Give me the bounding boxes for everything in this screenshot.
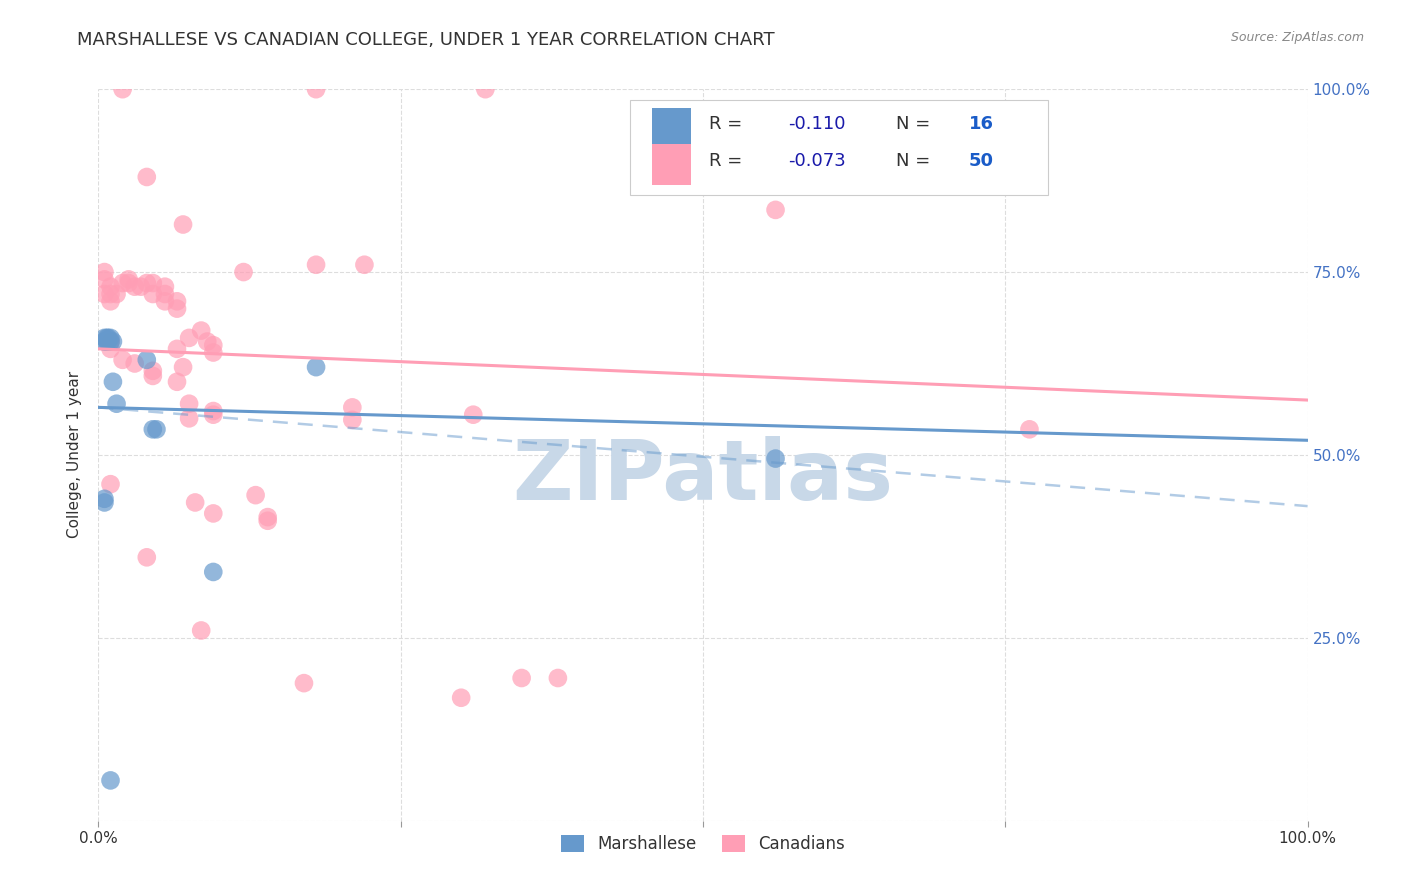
- Point: [172, 360, 194, 375]
- Point: [100, 334, 122, 349]
- Text: 16: 16: [969, 115, 994, 133]
- Point: [97, 331, 120, 345]
- Point: [142, 364, 165, 378]
- Text: ZIPatlas: ZIPatlas: [513, 436, 893, 517]
- Point: [474, 82, 496, 96]
- Text: N =: N =: [897, 115, 936, 133]
- Point: [111, 352, 134, 367]
- Point: [124, 279, 146, 293]
- Point: [142, 276, 165, 290]
- Point: [202, 565, 225, 579]
- Point: [342, 413, 364, 427]
- Point: [100, 773, 122, 788]
- Point: [118, 272, 141, 286]
- Point: [93, 272, 115, 286]
- Point: [450, 690, 472, 705]
- Point: [93, 334, 115, 349]
- Point: [305, 82, 328, 96]
- Point: [100, 334, 122, 349]
- Point: [202, 404, 225, 418]
- Point: [118, 276, 141, 290]
- Point: [93, 491, 115, 506]
- Y-axis label: College, Under 1 year: College, Under 1 year: [67, 371, 83, 539]
- Point: [93, 287, 115, 301]
- Point: [202, 507, 225, 521]
- Point: [142, 368, 165, 383]
- Point: [96, 334, 118, 349]
- Point: [101, 334, 124, 349]
- Point: [135, 550, 157, 565]
- Point: [179, 331, 201, 345]
- Point: [153, 287, 176, 301]
- Point: [202, 338, 225, 352]
- Point: [100, 342, 122, 356]
- Point: [172, 218, 194, 232]
- Point: [142, 422, 165, 436]
- Text: Source: ZipAtlas.com: Source: ZipAtlas.com: [1230, 31, 1364, 45]
- Point: [202, 345, 225, 359]
- Point: [101, 375, 124, 389]
- Point: [153, 279, 176, 293]
- Point: [135, 276, 157, 290]
- Point: [195, 334, 218, 349]
- Point: [232, 265, 254, 279]
- Point: [100, 294, 122, 309]
- FancyBboxPatch shape: [630, 100, 1047, 195]
- Point: [93, 495, 115, 509]
- Point: [765, 451, 787, 466]
- Point: [256, 510, 278, 524]
- Point: [93, 331, 115, 345]
- Point: [100, 279, 122, 293]
- Text: -0.110: -0.110: [787, 115, 845, 133]
- Point: [463, 408, 485, 422]
- Point: [135, 169, 157, 184]
- Point: [166, 375, 188, 389]
- Text: -0.073: -0.073: [787, 152, 845, 169]
- Point: [96, 331, 118, 345]
- Point: [153, 294, 176, 309]
- FancyBboxPatch shape: [652, 145, 690, 185]
- Text: R =: R =: [709, 152, 748, 169]
- Point: [190, 624, 212, 638]
- Point: [100, 477, 122, 491]
- Text: R =: R =: [709, 115, 748, 133]
- Point: [256, 514, 278, 528]
- Point: [135, 352, 157, 367]
- Point: [353, 258, 375, 272]
- Point: [292, 676, 315, 690]
- Point: [124, 356, 146, 371]
- Point: [342, 401, 364, 415]
- Point: [510, 671, 533, 685]
- Point: [179, 397, 201, 411]
- Point: [100, 287, 122, 301]
- Point: [765, 202, 787, 217]
- Point: [111, 82, 134, 96]
- Point: [100, 331, 122, 345]
- Point: [105, 397, 128, 411]
- Point: [142, 287, 165, 301]
- Point: [179, 411, 201, 425]
- Point: [166, 301, 188, 316]
- Point: [245, 488, 267, 502]
- Point: [97, 334, 120, 349]
- Point: [145, 422, 167, 436]
- Text: N =: N =: [897, 152, 936, 169]
- Point: [184, 495, 207, 509]
- Point: [305, 258, 328, 272]
- Point: [105, 287, 128, 301]
- Point: [93, 265, 115, 279]
- Point: [202, 408, 225, 422]
- Text: 50: 50: [969, 152, 994, 169]
- Point: [305, 360, 328, 375]
- Point: [190, 324, 212, 338]
- Point: [1018, 422, 1040, 436]
- Point: [111, 276, 134, 290]
- Legend: Marshallese, Canadians: Marshallese, Canadians: [554, 829, 852, 860]
- Point: [166, 342, 188, 356]
- Point: [166, 294, 188, 309]
- Point: [129, 279, 152, 293]
- FancyBboxPatch shape: [652, 108, 690, 148]
- Text: MARSHALLESE VS CANADIAN COLLEGE, UNDER 1 YEAR CORRELATION CHART: MARSHALLESE VS CANADIAN COLLEGE, UNDER 1…: [77, 31, 775, 49]
- Point: [547, 671, 569, 685]
